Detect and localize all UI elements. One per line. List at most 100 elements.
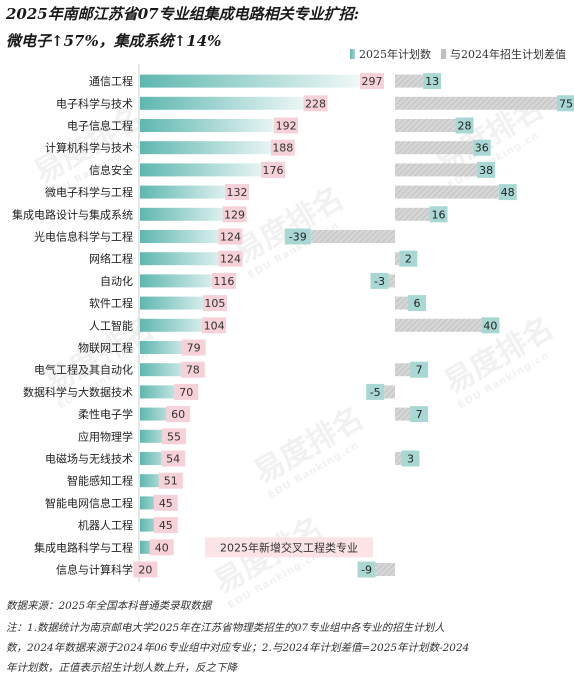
value-label-box bbox=[174, 383, 199, 400]
value-label-diff: 28 bbox=[457, 120, 471, 133]
value-label-box bbox=[370, 272, 389, 289]
value-label-box bbox=[270, 139, 295, 156]
bar-diff bbox=[395, 96, 557, 110]
annotation-text: 2025年新增交叉工程类专业 bbox=[220, 540, 358, 554]
value-label-box bbox=[202, 317, 227, 334]
legend-label-plan: 2025年计划数 bbox=[359, 48, 431, 61]
category-label: 软件工程 bbox=[89, 296, 133, 310]
value-label-plan: 105 bbox=[204, 297, 225, 310]
value-label-plan: 78 bbox=[186, 364, 200, 377]
value-label-plan: 45 bbox=[159, 519, 173, 532]
category-label: 电子信息工程 bbox=[67, 119, 133, 133]
category-label: 微电子科学与工程 bbox=[45, 185, 133, 199]
bar-diff bbox=[395, 141, 473, 155]
category-label: 柔性电子学 bbox=[78, 407, 133, 421]
value-label-plan: 192 bbox=[276, 120, 297, 133]
value-label-diff: 16 bbox=[432, 208, 446, 221]
value-label-box bbox=[472, 139, 491, 156]
category-label: 机器人工程 bbox=[78, 518, 133, 532]
value-label-box bbox=[153, 494, 178, 511]
value-label-box bbox=[410, 361, 429, 378]
value-label-diff: 6 bbox=[413, 297, 420, 310]
value-label-plan: 20 bbox=[138, 564, 152, 577]
value-label-box bbox=[161, 450, 186, 467]
value-label-box bbox=[423, 73, 442, 90]
category-label: 集成电路设计与集成系统 bbox=[12, 207, 133, 221]
value-label-plan: 60 bbox=[171, 408, 185, 421]
bar-diff bbox=[395, 207, 430, 221]
bar-diff bbox=[310, 230, 395, 243]
category-label: 电子科学与技术 bbox=[56, 96, 133, 110]
footnote-line: 注：1.数据统计为南京邮电大学2025年在江苏省物理类招生的07专业组中各专业的… bbox=[6, 622, 445, 634]
category-label: 计算机科学与技术 bbox=[45, 141, 133, 155]
value-label-box bbox=[357, 561, 376, 578]
value-label-diff: -39 bbox=[289, 231, 307, 244]
value-label-box bbox=[158, 472, 183, 489]
value-label-box bbox=[429, 206, 448, 223]
value-label-plan: 45 bbox=[159, 497, 173, 510]
category-label: 自动化 bbox=[100, 274, 133, 288]
footnote-line: 年计划数，正值表示招生计划人数上升，反之下降 bbox=[6, 662, 237, 674]
bar-plan bbox=[140, 74, 383, 88]
bar-diff bbox=[395, 74, 424, 88]
value-label-box bbox=[225, 184, 249, 201]
bar-plan bbox=[140, 252, 242, 266]
value-label-plan: 176 bbox=[263, 164, 284, 177]
bar-diff bbox=[384, 385, 395, 399]
category-label: 数据科学与大数据技术 bbox=[23, 385, 133, 399]
value-label-diff: 75 bbox=[559, 97, 573, 110]
footnote-line: 数，2024年数据来源于2024年06专业组中对应专业；2.与2024年计划差值… bbox=[6, 642, 470, 654]
value-label-diff: 40 bbox=[483, 319, 497, 332]
legend-swatch-plan bbox=[350, 49, 355, 59]
category-label: 集成电路科学与工程 bbox=[34, 540, 133, 554]
value-label-box bbox=[455, 117, 474, 134]
bar-chart: 通信工程 297 13 电子科学与技术 228 75 电子信息工程 192 28 计算机科学与技术… bbox=[12, 64, 574, 583]
value-label-plan: 40 bbox=[155, 541, 169, 554]
value-label-box bbox=[202, 295, 227, 312]
value-label-box bbox=[222, 206, 247, 223]
value-label-box bbox=[166, 406, 191, 423]
value-label-diff: 2 bbox=[405, 253, 412, 266]
value-label-box bbox=[303, 95, 328, 112]
legend: 2025年计划数 与2024年招生计划差值 bbox=[350, 46, 566, 62]
bar-plan bbox=[140, 96, 327, 110]
category-label: 光电信息科学与工程 bbox=[34, 230, 133, 244]
value-label-box bbox=[401, 450, 420, 467]
bar-plan bbox=[140, 119, 298, 132]
category-label: 智能电网信息工程 bbox=[45, 496, 133, 510]
bar-diff bbox=[395, 185, 499, 199]
footnote: 注：1.数据统计为南京邮电大学2025年在江苏省物理类招生的07专业组中各专业的… bbox=[6, 618, 566, 678]
category-label: 通信工程 bbox=[89, 75, 133, 88]
value-label-box bbox=[477, 161, 496, 178]
bar-plan bbox=[140, 274, 235, 288]
bar-diff bbox=[395, 163, 478, 177]
value-label-box bbox=[180, 361, 205, 378]
value-label-box bbox=[407, 295, 426, 312]
category-label: 电磁场与无线技术 bbox=[45, 452, 133, 466]
value-label-box bbox=[211, 272, 236, 289]
bar-diff bbox=[395, 452, 402, 465]
category-label: 信息安全 bbox=[89, 163, 133, 177]
category-label: 智能感知工程 bbox=[67, 474, 133, 488]
category-label: 信息与计算科学 bbox=[56, 563, 133, 577]
value-label-box bbox=[133, 561, 158, 578]
value-label-box bbox=[153, 517, 178, 534]
value-label-box bbox=[261, 161, 285, 178]
chart-title: 2025年南邮江苏省07专业组集成电路相关专业扩招: bbox=[6, 5, 360, 23]
value-label-box bbox=[162, 428, 186, 445]
value-label-diff: 38 bbox=[479, 164, 493, 177]
value-label-box bbox=[218, 250, 243, 267]
value-label-diff: 48 bbox=[501, 186, 515, 199]
bar-plan bbox=[140, 141, 294, 155]
value-label-box bbox=[360, 73, 384, 90]
value-label-box bbox=[498, 184, 517, 201]
value-label-diff: 7 bbox=[416, 364, 423, 377]
value-label-plan: 51 bbox=[164, 475, 178, 488]
value-label-diff: 36 bbox=[475, 142, 489, 155]
value-label-plan: 79 bbox=[187, 342, 201, 355]
bar-plan bbox=[140, 163, 284, 177]
legend-label-diff: 与2024年招生计划差值 bbox=[450, 48, 566, 61]
value-label-box bbox=[410, 406, 429, 423]
value-label-diff: 13 bbox=[425, 75, 439, 88]
legend-swatch-diff bbox=[441, 49, 446, 59]
